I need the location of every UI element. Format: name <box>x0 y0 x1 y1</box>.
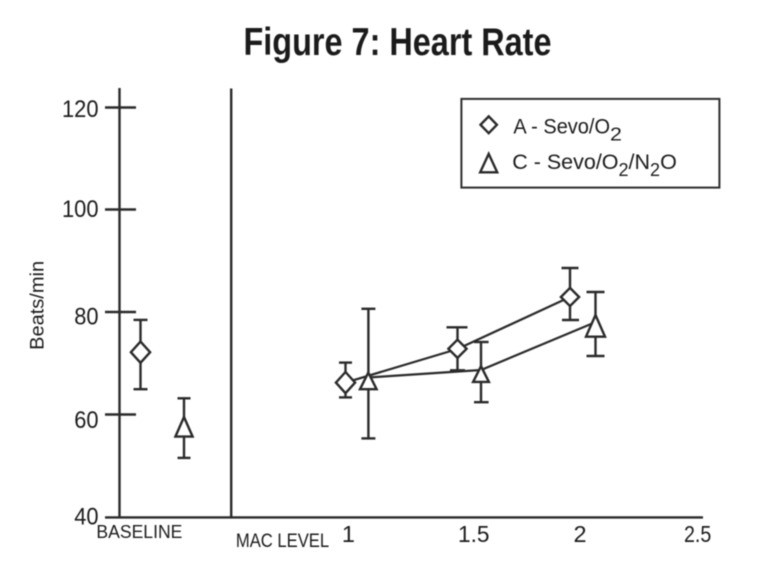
svg-text:C - Sevo/O2/N2O: C - Sevo/O2/N2O <box>512 150 677 180</box>
svg-text:2.5: 2.5 <box>684 521 711 547</box>
svg-text:60: 60 <box>74 407 98 434</box>
svg-text:MAC LEVEL: MAC LEVEL <box>236 530 329 552</box>
svg-text:BASELINE: BASELINE <box>96 521 182 542</box>
svg-text:80: 80 <box>74 303 98 330</box>
svg-text:1.5: 1.5 <box>458 521 490 547</box>
svg-text:2: 2 <box>573 521 586 547</box>
svg-text:100: 100 <box>62 196 99 223</box>
svg-text:Beats/min: Beats/min <box>28 261 49 350</box>
svg-text:40: 40 <box>74 503 98 530</box>
svg-text:1: 1 <box>342 521 355 547</box>
svg-text:120: 120 <box>62 96 99 123</box>
svg-text:A - Sevo/O2: A - Sevo/O2 <box>513 115 622 145</box>
svg-text:Figure 7: Heart Rate: Figure 7: Heart Rate <box>244 21 552 64</box>
